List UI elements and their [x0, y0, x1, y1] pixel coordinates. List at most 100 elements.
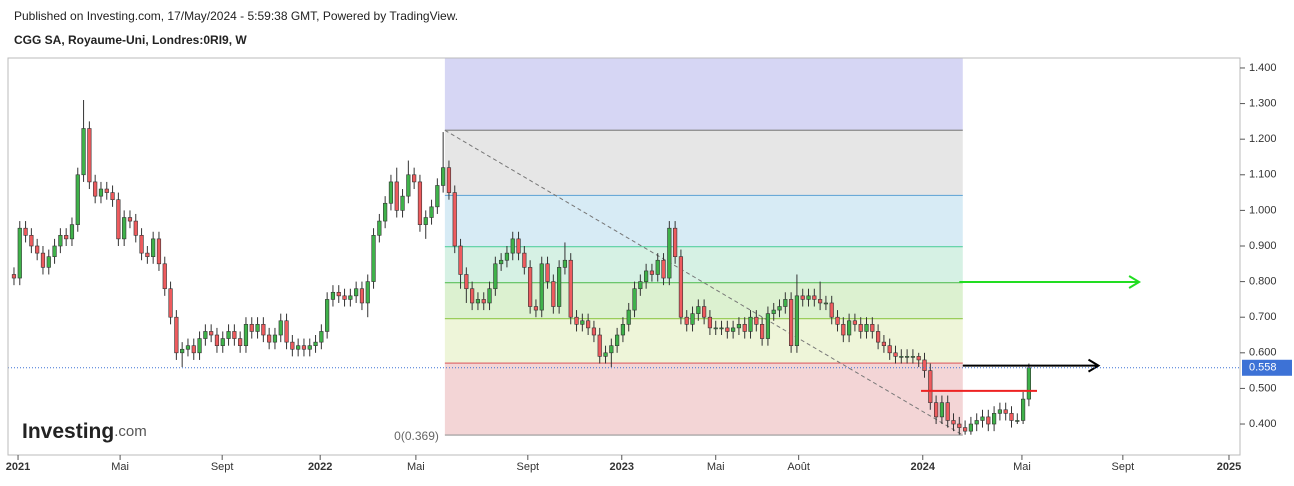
candle-body [441, 167, 446, 186]
candle-body [852, 320, 858, 325]
candle-body [968, 423, 973, 432]
candle-body [284, 320, 289, 343]
x-tick-label: Mai [111, 461, 129, 473]
candle-body [690, 313, 695, 325]
candle-body [499, 259, 504, 265]
candle-body [597, 334, 602, 357]
candle-body [493, 263, 498, 290]
x-tick-label: Août [787, 461, 810, 473]
candle-body [887, 345, 892, 354]
candle-body [545, 263, 550, 282]
candle-body [702, 306, 707, 318]
candle-body [220, 338, 225, 346]
plot-area: 0(0.369) [8, 58, 1240, 443]
candle-body [325, 299, 330, 332]
candle-body [713, 327, 718, 330]
candle-body [829, 302, 834, 318]
candle-body [261, 324, 266, 336]
x-tick-label: 2021 [6, 461, 30, 473]
candle-body [1015, 420, 1020, 422]
published-line: Published on Investing.com, 17/May/2024 … [14, 9, 458, 23]
candle-body [11, 274, 17, 279]
candle-body [986, 416, 991, 425]
candle-body [928, 370, 933, 403]
candle-body [412, 174, 417, 183]
candle-body [214, 334, 220, 346]
candle-body [185, 345, 191, 350]
candle-body [487, 288, 492, 304]
candle-body [516, 238, 521, 254]
candle-body [586, 320, 591, 329]
y-tick-label: 1.100 [1249, 169, 1277, 181]
candle-body [197, 338, 202, 354]
candle-body [365, 281, 370, 304]
candle-body [881, 341, 887, 346]
candle-body [383, 202, 388, 222]
candle-body [684, 316, 689, 325]
logo: Investing.com [22, 420, 147, 443]
candle-body [226, 331, 231, 339]
candle-body [673, 227, 678, 257]
candle-body [609, 345, 614, 354]
logo-brand: Investing [22, 420, 114, 443]
candle-body [1009, 413, 1014, 421]
candle-body [603, 352, 608, 357]
candle-body [180, 348, 185, 354]
candle-body [330, 291, 336, 300]
candle-body [806, 295, 811, 300]
candle-body [104, 188, 109, 193]
candle-body [574, 316, 579, 325]
candle-body [296, 345, 301, 350]
candle-body [481, 299, 486, 304]
symbol-line: CGG SA, Royaume-Uni, Londres:0RI9, W [14, 33, 247, 47]
candle-body [649, 270, 655, 275]
candle-body [394, 181, 399, 211]
y-tick-label: 0.900 [1249, 240, 1277, 252]
candle-body [40, 252, 46, 268]
candle-body [470, 288, 475, 304]
candle-body [765, 313, 771, 339]
candle-body [661, 259, 666, 279]
candle-body [504, 252, 510, 261]
candle-body [238, 338, 243, 346]
candle-body [551, 281, 556, 307]
candle-body [319, 331, 324, 343]
candle-body [272, 334, 278, 343]
candle-body [243, 324, 249, 346]
candle-body [580, 320, 585, 325]
candle-body [191, 345, 196, 354]
candle-body [841, 324, 846, 336]
candle-body [348, 295, 353, 300]
candle-body [307, 345, 312, 350]
candle-body [731, 327, 736, 332]
candle-body [696, 306, 701, 314]
candle-body [1020, 398, 1026, 421]
candle-body [46, 256, 51, 268]
fib-zone [444, 363, 963, 436]
candle-body [122, 217, 127, 240]
x-tick-label: Mai [707, 461, 725, 473]
x-tick-label: 2024 [911, 461, 936, 473]
candle-body [475, 299, 481, 304]
candle-body [638, 281, 643, 290]
candle-body [992, 413, 997, 425]
candle-body [783, 299, 788, 307]
y-tick-label: 1.400 [1249, 62, 1277, 74]
candle-body [707, 316, 713, 329]
y-tick-label: 0.600 [1249, 347, 1277, 359]
candle-body [939, 402, 945, 418]
arrow-head [1128, 275, 1142, 289]
candle-body [568, 259, 573, 318]
candle-body [626, 309, 631, 325]
x-tick-label: 2025 [1217, 461, 1241, 473]
candle-body [417, 181, 423, 225]
candle-body [620, 324, 626, 336]
candle-body [423, 217, 428, 225]
candle-body [377, 220, 382, 236]
candle-body [17, 227, 22, 279]
candle-body [847, 320, 852, 336]
candle-body [533, 306, 539, 311]
candle-body [771, 309, 776, 314]
candle-body [870, 324, 875, 332]
candle-body [371, 235, 376, 282]
